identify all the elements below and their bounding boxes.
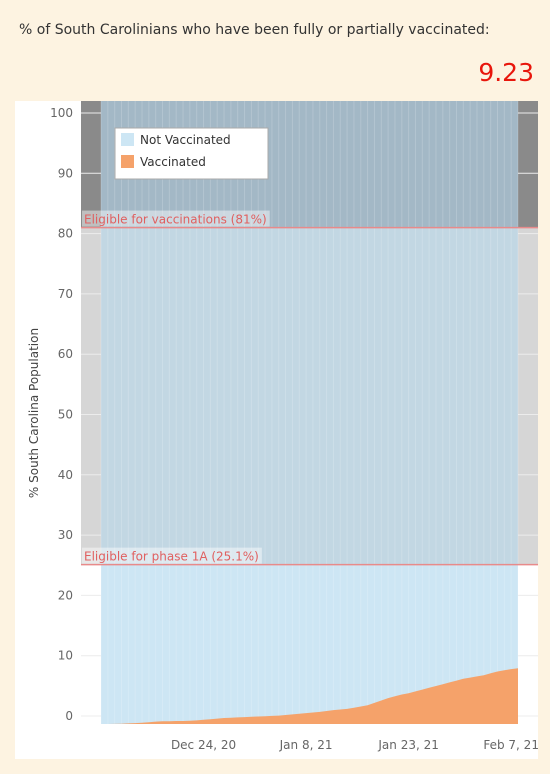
- x-tick-0: Dec 24, 20: [171, 738, 236, 752]
- y-tick-40: 40: [58, 468, 73, 482]
- x-tick-3: Feb 7, 21: [483, 738, 538, 752]
- eligible-overlay-band: [101, 227, 518, 565]
- legend-swatch-vaccinated: [121, 155, 134, 168]
- reference-label-bg-phase-1a: [82, 547, 262, 564]
- y-tick-10: 10: [58, 649, 73, 663]
- x-tick-2: Jan 23, 21: [377, 738, 438, 752]
- reference-label-phase-1a: Eligible for phase 1A (25.1%): [84, 550, 259, 564]
- legend-label-not-vaccinated: Not Vaccinated: [140, 133, 231, 147]
- vaccinated-percent-value: 9.23: [478, 58, 534, 87]
- legend-swatch-not-vaccinated: [121, 133, 134, 146]
- reference-label-eligible-vaccinations: Eligible for vaccinations (81%): [84, 213, 267, 227]
- y-tick-30: 30: [58, 528, 73, 542]
- x-axis-ticks: Dec 24, 20 Jan 8, 21 Jan 23, 21 Feb 7, 21: [171, 738, 538, 752]
- legend-label-vaccinated: Vaccinated: [140, 155, 206, 169]
- y-axis-ticks: 0 10 20 30 40 50 60 70 80 90 100: [50, 106, 73, 723]
- reference-label-bg-eligible-vaccinations: [82, 210, 270, 227]
- vaccinated-area[interactable]: [101, 668, 518, 724]
- y-tick-50: 50: [58, 408, 73, 422]
- y-tick-90: 90: [58, 166, 73, 180]
- chart-legend[interactable]: Not Vaccinated Vaccinated: [114, 127, 269, 180]
- header-title: % of South Carolinians who have been ful…: [19, 22, 490, 38]
- background-dark-band-left: [81, 101, 101, 228]
- y-tick-100: 100: [50, 106, 73, 120]
- y-tick-80: 80: [58, 227, 73, 241]
- y-tick-20: 20: [58, 588, 73, 602]
- y-tick-70: 70: [58, 287, 73, 301]
- background-dark-band-right: [518, 101, 538, 228]
- daily-bar-stripes: [100, 101, 519, 724]
- x-tick-1: Jan 8, 21: [279, 738, 333, 752]
- legend-box: [114, 127, 269, 180]
- vaccination-area-chart[interactable]: Eligible for vaccinations (81%) Eligible…: [15, 101, 538, 759]
- y-tick-0: 0: [65, 709, 73, 723]
- y-axis-label: % South Carolina Population: [27, 328, 41, 498]
- chart-panel: Eligible for vaccinations (81%) Eligible…: [15, 101, 538, 759]
- y-tick-60: 60: [58, 347, 73, 361]
